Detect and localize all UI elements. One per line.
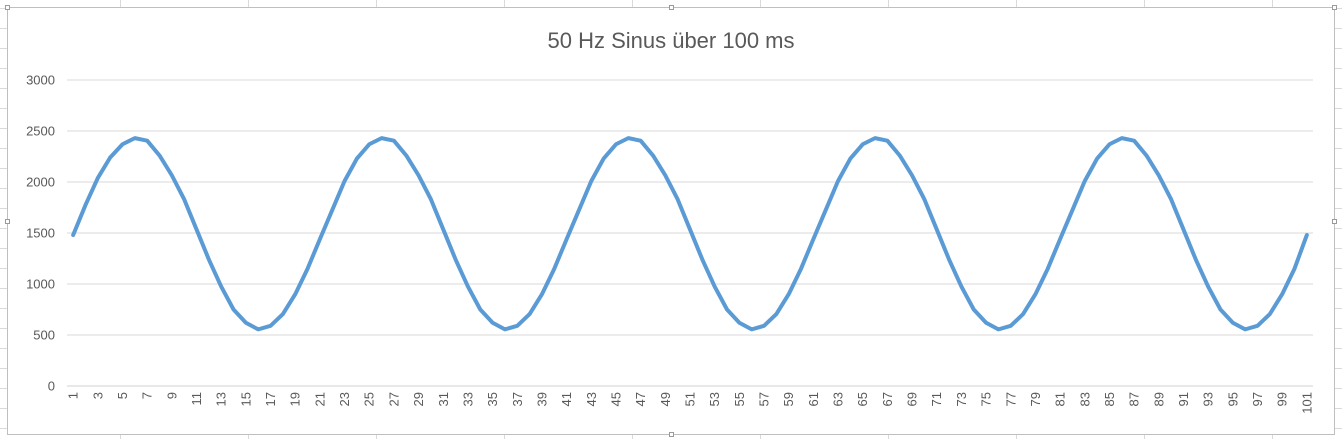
- x-tick-label: 67: [880, 392, 895, 406]
- x-tick-label: 47: [633, 392, 648, 406]
- resize-handle-top-middle[interactable]: [669, 5, 674, 10]
- resize-handle-bottom-middle[interactable]: [669, 432, 674, 437]
- x-tick-label: 59: [781, 392, 796, 406]
- x-tick-label: 17: [263, 392, 278, 406]
- x-tick-label: 55: [732, 392, 747, 406]
- x-tick-label: 63: [831, 392, 846, 406]
- x-tick-label: 81: [1053, 392, 1068, 406]
- x-tick-label: 35: [485, 392, 500, 406]
- x-tick-label: 69: [905, 392, 920, 406]
- x-tick-label: 95: [1225, 392, 1240, 406]
- x-axis-tick-labels: 1 3 5 7 9 11 13 15 17 19 21 23 25 27 29 31 33 35 37 39 41 43 4…: [66, 392, 1315, 414]
- x-tick-label: 13: [214, 392, 229, 406]
- x-tick-label: 15: [238, 392, 253, 406]
- resize-handle-top-left[interactable]: [5, 5, 10, 10]
- x-tick-label: 77: [1003, 392, 1018, 406]
- resize-handle-middle-left[interactable]: [5, 219, 10, 224]
- x-tick-label: 3: [90, 392, 105, 399]
- y-tick-label: 1000: [26, 277, 55, 292]
- x-tick-label: 57: [757, 392, 772, 406]
- x-tick-label: 7: [140, 392, 155, 399]
- x-tick-label: 89: [1151, 392, 1166, 406]
- x-tick-label: 101: [1299, 392, 1314, 414]
- x-tick-label: 27: [386, 392, 401, 406]
- x-tick-label: 65: [855, 392, 870, 406]
- x-tick-label: 45: [608, 392, 623, 406]
- x-tick-label: 71: [929, 392, 944, 406]
- y-tick-label: 2500: [26, 124, 55, 139]
- x-tick-label: 23: [337, 392, 352, 406]
- x-tick-label: 75: [979, 392, 994, 406]
- gridlines: [67, 79, 1313, 387]
- x-tick-label: 39: [534, 392, 549, 406]
- y-tick-label: 1500: [26, 226, 55, 241]
- x-tick-label: 37: [510, 392, 525, 406]
- x-tick-label: 11: [189, 392, 204, 406]
- x-tick-label: 33: [460, 392, 475, 406]
- x-tick-label: 83: [1077, 392, 1092, 406]
- x-tick-label: 5: [115, 392, 130, 399]
- series-line-0: [71, 136, 1309, 332]
- x-tick-label: 87: [1127, 392, 1142, 406]
- chart-area[interactable]: [5, 5, 1337, 437]
- x-tick-label: 73: [954, 392, 969, 406]
- x-tick-label: 85: [1102, 392, 1117, 406]
- x-tick-label: 41: [559, 392, 574, 406]
- y-axis-tick-labels: 0 500 1000 1500 2000 2500 3000: [26, 73, 55, 394]
- x-tick-label: 99: [1275, 392, 1290, 406]
- x-tick-label: 25: [362, 392, 377, 406]
- y-tick-label: 3000: [26, 73, 55, 88]
- x-tick-label: 79: [1028, 392, 1043, 406]
- x-tick-label: 31: [436, 392, 451, 406]
- x-tick-label: 93: [1201, 392, 1216, 406]
- x-tick-label: 1: [66, 392, 81, 399]
- x-tick-label: 21: [312, 392, 327, 406]
- x-tick-label: 49: [658, 392, 673, 406]
- x-tick-label: 51: [683, 392, 698, 406]
- resize-handle-middle-right[interactable]: [1332, 219, 1337, 224]
- y-tick-label: 0: [48, 379, 55, 394]
- resize-handle-top-right[interactable]: [1332, 5, 1337, 10]
- x-tick-label: 29: [411, 392, 426, 406]
- x-tick-label: 9: [164, 392, 179, 399]
- x-tick-label: 43: [584, 392, 599, 406]
- x-tick-label: 53: [707, 392, 722, 406]
- x-tick-label: 91: [1176, 392, 1191, 406]
- y-tick-label: 500: [33, 328, 55, 343]
- x-tick-label: 61: [806, 392, 821, 406]
- x-tick-label: 97: [1250, 392, 1265, 406]
- y-tick-label: 2000: [26, 175, 55, 190]
- chart-title: 50 Hz Sinus über 100 ms: [547, 28, 794, 53]
- plot-area: [71, 136, 1309, 332]
- x-tick-label: 19: [288, 392, 303, 406]
